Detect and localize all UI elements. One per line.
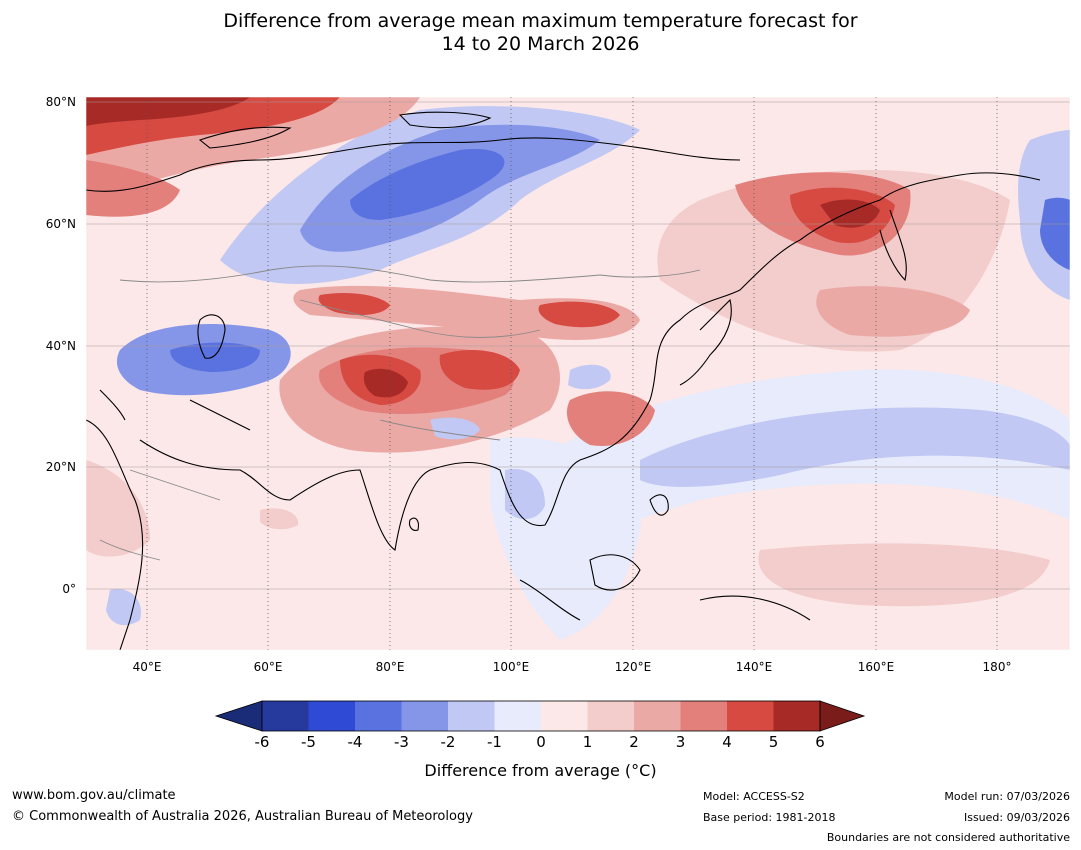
lon-label-160e: 160°E <box>857 660 895 674</box>
colorbar-tick-label: -6 <box>254 733 270 751</box>
colorbar-frame <box>261 700 821 732</box>
colorbar-tick-label: -4 <box>347 733 363 751</box>
colorbar-tick-label: 3 <box>675 733 686 751</box>
lat-label-60n: 60°N <box>45 217 76 231</box>
colorbar-tick-label: 6 <box>815 733 825 751</box>
colorbar-swatch <box>494 701 541 731</box>
colorbar-swatch <box>587 701 634 731</box>
meridians <box>146 97 998 650</box>
lat-label-20n: 20°N <box>45 460 76 474</box>
footer-disclaimer: Boundaries are not considered authoritat… <box>826 831 1070 844</box>
colorbar-tick-label: 2 <box>629 733 639 751</box>
borders <box>99 265 701 561</box>
title-line-1: Difference from average mean maximum tem… <box>223 10 858 32</box>
graticule <box>86 101 1070 590</box>
colorbar-tick-label: 5 <box>768 733 779 751</box>
colorbar-swatch <box>727 701 774 731</box>
coastlines <box>86 111 1041 650</box>
colorbar-high-extension <box>819 700 866 732</box>
lat-label-40n: 40°N <box>45 339 76 353</box>
lon-label-140e: 140°E <box>735 660 773 674</box>
colorbar-tick-label: -2 <box>440 733 456 751</box>
lat-label-80n: 80°N <box>45 95 76 109</box>
title-line-2: 14 to 20 March 2026 <box>441 33 640 55</box>
colorbar-swatch <box>541 701 588 731</box>
footer-url[interactable]: www.bom.gov.au/climate <box>12 788 176 803</box>
footer-model: Model: ACCESS-S2 <box>703 790 805 803</box>
footer-model-run: Model run: 07/03/2026 <box>944 790 1070 803</box>
colorbar-tick-label: -3 <box>394 733 409 751</box>
colorbar-tick-label: -5 <box>301 733 316 751</box>
anomaly-fields <box>86 97 1070 640</box>
colorbar-swatch <box>634 701 681 731</box>
colorbar-low-extension <box>214 700 263 732</box>
colorbar-tick-label: 4 <box>722 733 732 751</box>
colorbar-tick-label: 1 <box>582 733 593 751</box>
map-frame <box>85 96 1071 651</box>
colorbar-label: Difference from average (°C) <box>424 761 657 780</box>
map-title: Difference from average mean maximum tem… <box>0 10 1081 56</box>
colorbar-tick-label: -1 <box>487 733 502 751</box>
colorbar-swatch <box>308 701 355 731</box>
colorbar-tick-label: 0 <box>536 733 546 751</box>
lon-label-40e: 40°E <box>132 660 162 674</box>
colorbar-swatch <box>262 701 309 731</box>
colorbar-swatch <box>448 701 495 731</box>
lon-label-60e: 60°E <box>253 660 283 674</box>
lon-label-120e: 120°E <box>614 660 652 674</box>
colorbar-swatch <box>355 701 402 731</box>
lon-label-100e: 100°E <box>492 660 530 674</box>
lon-label-80e: 80°E <box>375 660 405 674</box>
colorbar-swatch <box>680 701 727 731</box>
lon-label-180: 180° <box>982 660 1012 674</box>
footer-copyright: © Commonwealth of Australia 2026, Austra… <box>12 809 473 824</box>
colorbar <box>214 700 866 732</box>
colorbar-swatch <box>401 701 448 731</box>
footer-base-period: Base period: 1981-2018 <box>703 811 836 824</box>
lat-label-0: 0° <box>62 582 76 596</box>
colorbar-swatch <box>773 701 820 731</box>
footer-issued: Issued: 09/03/2026 <box>963 811 1070 824</box>
